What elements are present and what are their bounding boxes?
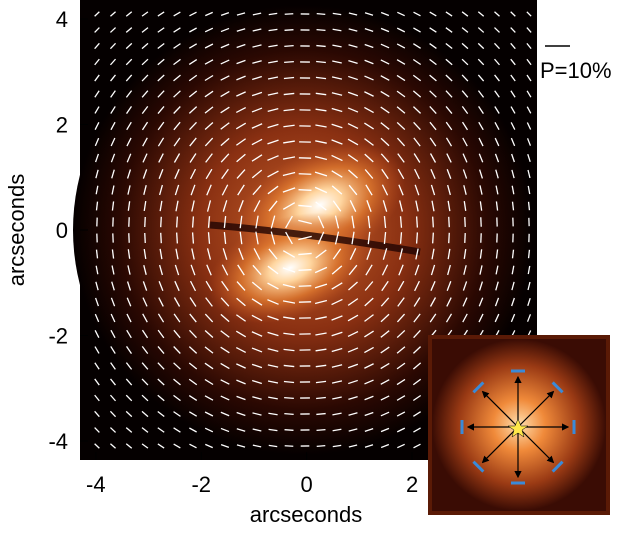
vector [284,62,294,63]
vector [193,232,194,243]
vector [285,446,294,447]
vector [529,202,530,210]
vector [145,217,146,227]
y-tick-label: 2 [56,112,68,137]
vector [317,14,326,15]
vector [285,430,294,431]
vector [417,232,418,243]
vector [284,46,293,47]
vector [177,233,178,244]
vector [299,190,312,191]
y-tick-label: -2 [48,324,68,349]
y-axis-label: arcseconds [4,174,29,287]
vector [177,217,178,228]
vector [316,414,325,415]
legend-label: P=10% [540,58,612,83]
vector [449,233,450,243]
y-tick-label: 0 [56,218,68,243]
vector [417,216,418,227]
vector [317,430,326,431]
vector [284,398,294,399]
vector [193,216,194,227]
y-tick-label: 4 [56,7,68,32]
vector [316,46,325,47]
vector [161,233,162,243]
x-tick-label: 2 [406,472,418,497]
vector [433,217,434,228]
vector [449,217,450,227]
vector [529,250,530,258]
vector [285,14,294,15]
x-tick-label: -4 [86,472,106,497]
vector [145,233,146,243]
y-tick-label: -4 [48,429,68,454]
vector [285,30,294,31]
x-axis-label: arcseconds [250,502,363,527]
inset [428,335,610,515]
vector [299,270,312,271]
vector [161,217,162,227]
vector [433,233,434,244]
x-tick-label: -2 [191,472,211,497]
vector [284,414,293,415]
vector [317,446,326,447]
x-tick-label: 0 [301,472,313,497]
vector [317,30,326,31]
